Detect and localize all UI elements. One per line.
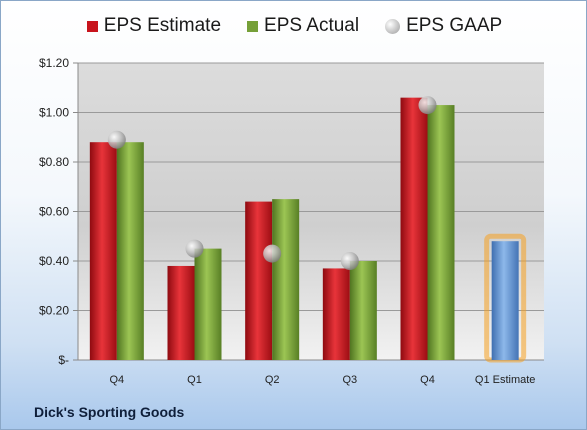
legend-label-gaap: EPS GAAP	[406, 15, 503, 36]
legend-label-estimate: EPS Estimate	[103, 15, 222, 36]
bar-eps-actual	[194, 248, 222, 360]
legend-swatch-gaap	[385, 18, 401, 34]
gaap-markers	[107, 96, 437, 270]
x-tick-label: Q1	[187, 374, 202, 386]
y-tick-label: $0.40	[39, 254, 69, 268]
gaap-marker	[418, 96, 437, 115]
gridlines	[73, 62, 544, 361]
bar-eps-estimate	[400, 97, 428, 361]
bar-eps-estimate	[167, 265, 195, 360]
bar-eps-forecast	[491, 241, 519, 360]
gaap-marker	[185, 239, 204, 258]
company-name: Dick's Sporting Goods	[34, 404, 185, 420]
y-tick-label: $-	[58, 353, 69, 367]
x-tick-label: Q1 Estimate	[475, 374, 536, 386]
bars	[89, 97, 527, 363]
x-axis-labels: Q4 Q1 Q2 Q3 Q4 Q1 Estimate	[109, 374, 535, 386]
bar-eps-estimate	[322, 268, 350, 360]
legend-swatch-actual	[247, 20, 259, 32]
gaap-marker	[340, 252, 359, 270]
y-tick-label: $0.80	[39, 155, 69, 169]
y-tick-label: $1.20	[39, 56, 69, 70]
y-tick-label: $0.60	[39, 205, 69, 219]
legend-swatch-estimate	[86, 20, 98, 32]
y-tick-label: $1.00	[39, 106, 69, 120]
bar-eps-estimate	[89, 142, 117, 360]
legend-label-actual: EPS Actual	[264, 15, 360, 36]
legend-item-gaap: EPS GAAP	[385, 15, 502, 37]
legend: EPS Estimate EPS Actual EPS GAAP	[1, 15, 586, 37]
legend-item-estimate: EPS Estimate	[86, 15, 222, 37]
bar-eps-estimate	[245, 201, 273, 360]
x-tick-label: Q3	[342, 374, 357, 386]
bar-eps-actual	[116, 142, 144, 360]
bar-eps-actual	[349, 261, 377, 360]
y-axis-labels: $- $0.20 $0.40 $0.60 $0.80 $1.00 $1.20	[39, 56, 69, 367]
bar-eps-actual	[427, 105, 455, 360]
x-tick-label: Q4	[420, 374, 435, 386]
y-tick-label: $0.20	[39, 304, 69, 318]
x-tick-label: Q2	[265, 374, 280, 386]
bar-eps-actual	[272, 199, 300, 360]
gaap-marker	[107, 130, 126, 149]
legend-item-actual: EPS Actual	[247, 15, 359, 37]
gaap-marker	[263, 244, 282, 263]
x-tick-label: Q4	[109, 374, 124, 386]
